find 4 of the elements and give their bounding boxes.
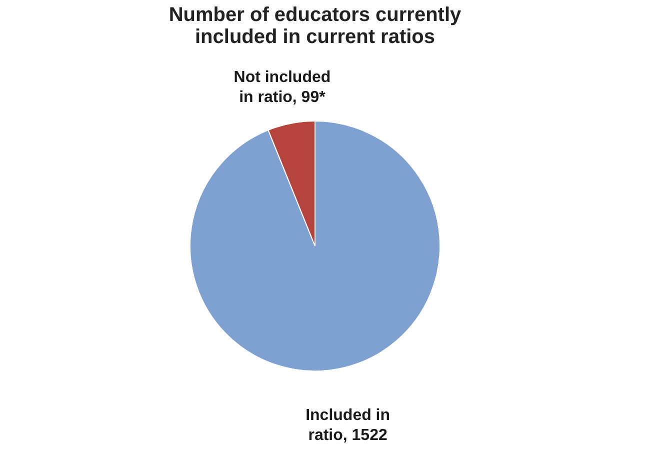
pie-slice [190, 120, 440, 372]
chart-title: Number of educators currently included in current ratios [168, 4, 462, 48]
slice-label: Not included in ratio, 99* [234, 69, 331, 106]
slice-label: Included in ratio, 1522 [306, 406, 390, 444]
